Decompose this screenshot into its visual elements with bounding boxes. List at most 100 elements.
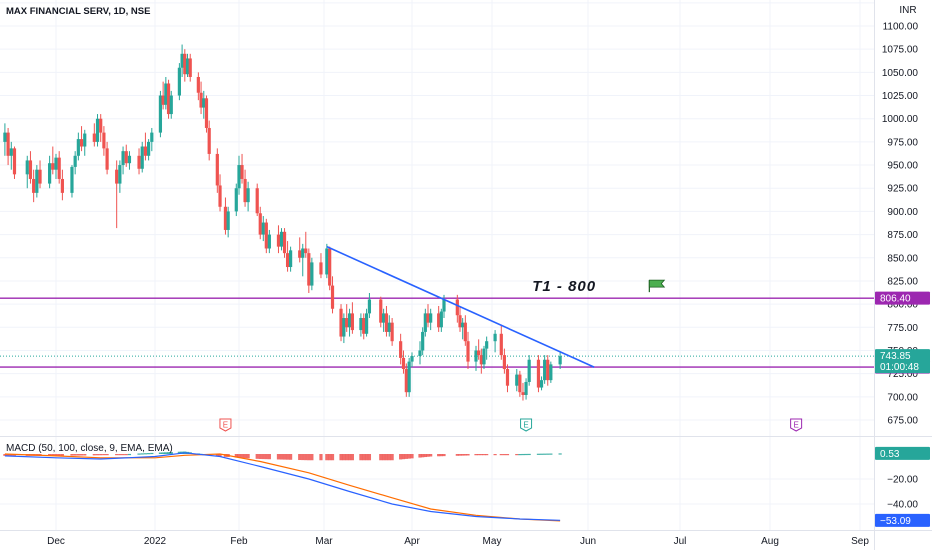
candle-body bbox=[12, 148, 17, 175]
candle-body bbox=[28, 160, 33, 179]
candle-body bbox=[502, 355, 506, 370]
macd-histogram-bar bbox=[437, 454, 441, 457]
macd-histogram-bar bbox=[505, 454, 510, 456]
candle-body bbox=[418, 350, 422, 357]
candle-body bbox=[164, 83, 168, 105]
candle-body bbox=[423, 313, 427, 332]
macd-histogram-bar bbox=[518, 454, 522, 456]
macd-histogram-bar bbox=[307, 454, 311, 461]
macd-histogram-bar bbox=[536, 453, 541, 455]
candle-body bbox=[102, 132, 106, 149]
candle-body bbox=[539, 380, 544, 388]
candle-body bbox=[147, 141, 151, 156]
macd-histogram-bar bbox=[51, 454, 55, 456]
candle-body bbox=[407, 361, 411, 393]
candle-body bbox=[518, 374, 522, 393]
candle-body bbox=[127, 155, 132, 164]
price-levels bbox=[0, 297, 874, 368]
candle-body bbox=[390, 322, 394, 342]
candle-body bbox=[339, 308, 343, 337]
price-tick-label: 1000.00 bbox=[882, 114, 919, 125]
earnings-marker: E bbox=[219, 418, 232, 432]
candle-body bbox=[137, 155, 141, 169]
macd-histogram-bar bbox=[367, 454, 372, 461]
candle-body bbox=[546, 359, 550, 381]
macd-histogram-bar bbox=[404, 454, 408, 459]
macd-histogram-bar bbox=[102, 454, 106, 456]
macd-value-tag-text: 0.53 bbox=[880, 449, 900, 460]
candle-body bbox=[25, 160, 29, 175]
macd-histogram-bar bbox=[502, 454, 506, 456]
price-tick-label: 925.00 bbox=[887, 184, 918, 195]
macd-histogram-bar bbox=[234, 454, 238, 458]
candle-body bbox=[121, 151, 125, 166]
time-tick-label: Apr bbox=[404, 536, 420, 547]
macd-histogram-bar bbox=[524, 453, 528, 456]
macd-value-tag-box bbox=[875, 446, 930, 460]
macd-histogram-bar bbox=[325, 454, 329, 461]
candle-body bbox=[421, 331, 425, 351]
price-tick-label: 1100.00 bbox=[883, 22, 919, 33]
candle-body bbox=[199, 92, 203, 108]
macd-histogram-bar bbox=[328, 454, 332, 461]
drawings: T1 - 800 bbox=[326, 245, 666, 368]
macd-histogram-bar bbox=[255, 454, 259, 459]
candle-body bbox=[455, 299, 459, 316]
price-tick-label: 875.00 bbox=[887, 230, 918, 241]
candle-body bbox=[38, 169, 42, 184]
macd-histogram-bar bbox=[477, 454, 481, 456]
candle-body bbox=[439, 311, 443, 328]
candle-body bbox=[437, 313, 441, 328]
macd-histogram-bar bbox=[479, 454, 483, 456]
candle-body bbox=[215, 153, 219, 186]
macd-histogram-bar bbox=[359, 454, 363, 461]
last-price-tag-text: 743.85 bbox=[880, 351, 911, 362]
candle-body bbox=[226, 211, 230, 230]
macd-histogram-bar bbox=[150, 452, 154, 455]
candle-body bbox=[362, 318, 366, 334]
price-tick-label: 675.00 bbox=[887, 416, 918, 427]
candle-body bbox=[180, 53, 184, 68]
candle-body bbox=[364, 313, 369, 334]
candle-body bbox=[461, 322, 465, 328]
macd-histogram-bar bbox=[9, 454, 13, 456]
candle-body bbox=[218, 185, 222, 207]
time-tick-label: Mar bbox=[315, 536, 333, 547]
macd-histogram-bar bbox=[264, 454, 268, 460]
macd-histogram-bar bbox=[140, 453, 144, 455]
time-tick-label: Jun bbox=[580, 536, 596, 547]
time-tick-label: Feb bbox=[230, 536, 248, 547]
macd-histogram-bar bbox=[527, 453, 531, 456]
time-tick-label: Jul bbox=[674, 536, 687, 547]
candle-body bbox=[527, 359, 531, 382]
candle-body bbox=[76, 139, 80, 156]
candle-body bbox=[95, 118, 100, 142]
candle-body bbox=[404, 369, 408, 393]
macd-histogram-bar bbox=[339, 454, 343, 461]
macd-histogram-bar bbox=[342, 454, 346, 461]
macd-histogram-bar bbox=[143, 453, 148, 455]
candle-body bbox=[304, 248, 308, 254]
earnings-marker: E bbox=[790, 418, 803, 432]
macd-histogram-bar bbox=[310, 454, 314, 461]
candle-body bbox=[325, 248, 329, 275]
macd-histogram-bar bbox=[521, 453, 525, 456]
macd-histogram-bar bbox=[364, 454, 369, 461]
macd-histogram-bar bbox=[279, 454, 284, 460]
annotation-text: T1 - 800 bbox=[532, 278, 596, 295]
macd-histogram-bar bbox=[124, 454, 128, 456]
candle-body bbox=[143, 146, 148, 156]
flag-icon bbox=[648, 279, 666, 293]
macd-histogram-bar bbox=[285, 454, 290, 460]
earnings-marker-shape bbox=[520, 418, 533, 432]
macd-histogram-bar bbox=[439, 454, 443, 457]
macd-histogram-bar bbox=[347, 454, 352, 461]
candle-body bbox=[485, 341, 489, 349]
macd-histogram-bar bbox=[115, 454, 119, 456]
macd-histogram-bar bbox=[79, 454, 84, 456]
candle-body bbox=[345, 318, 349, 328]
price-tick-label: 900.00 bbox=[887, 207, 918, 218]
macd-value-tag: 0.53 bbox=[875, 446, 930, 460]
candle-body bbox=[549, 364, 553, 381]
